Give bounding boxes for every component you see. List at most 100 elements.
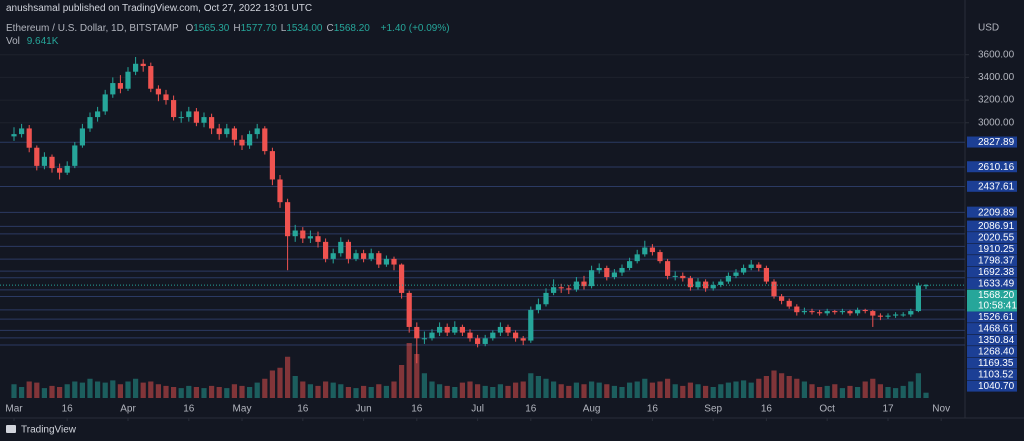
candle-body xyxy=(482,338,488,344)
candle-body xyxy=(429,332,435,339)
published-line: anushsamal published on TradingView.com,… xyxy=(6,3,316,14)
candle-body xyxy=(87,117,93,129)
volume-bar xyxy=(535,376,541,398)
volume-bar xyxy=(733,381,739,398)
volume-bar xyxy=(482,385,488,398)
candle-body xyxy=(26,128,32,148)
countdown: 10:58:41 xyxy=(978,301,1017,312)
candle-body xyxy=(414,326,420,339)
volume-bar xyxy=(619,387,625,398)
candle-body xyxy=(794,306,800,313)
candle-body xyxy=(57,168,63,173)
candle-body xyxy=(421,338,427,340)
candle-body xyxy=(915,285,921,312)
volume-bar xyxy=(133,378,139,398)
ohlc-value: 1565.30 xyxy=(193,23,230,34)
volume-bar xyxy=(292,376,298,398)
volume-bar xyxy=(589,381,595,398)
volume-bar xyxy=(513,382,519,398)
candle-body xyxy=(95,111,101,118)
candle-body xyxy=(809,311,815,313)
candle-body xyxy=(839,311,845,313)
ohlc: O1565.30 H1577.70 L1534.00 C1568.20 xyxy=(185,23,373,34)
volume-bar xyxy=(421,373,427,398)
x-tick-label: 16 xyxy=(761,404,773,415)
candle-body xyxy=(437,326,443,333)
y-tick-label: 3400.00 xyxy=(978,72,1015,83)
volume-bar xyxy=(399,365,405,398)
candle-body xyxy=(893,314,899,316)
candle-body xyxy=(877,315,883,317)
volume-bar xyxy=(581,384,587,398)
y-tick-label: 3600.00 xyxy=(978,49,1015,60)
candle-body xyxy=(779,296,785,301)
level-box xyxy=(967,323,1017,335)
volume-bar xyxy=(452,387,458,398)
level-box xyxy=(967,334,1017,346)
candle-body xyxy=(551,287,557,293)
ohlc-key: O xyxy=(185,23,194,34)
candle-body xyxy=(558,287,564,289)
volume-bar xyxy=(285,356,291,398)
footer-logo: TradingView xyxy=(6,425,77,436)
volume-bar xyxy=(64,384,70,398)
volume-bar xyxy=(710,387,716,398)
volume-bar xyxy=(672,384,678,398)
volume-bar xyxy=(687,382,693,398)
candle-body xyxy=(855,309,861,314)
ohlc-value: 1568.20 xyxy=(333,23,370,34)
level-box xyxy=(967,311,1017,323)
candle-body xyxy=(695,281,701,288)
candle-body xyxy=(908,311,914,315)
candle-body xyxy=(672,275,678,277)
x-tick-label: 16 xyxy=(183,404,195,415)
volume-bar xyxy=(642,378,648,398)
volume-bar xyxy=(338,384,344,398)
y-tick-label: 3200.00 xyxy=(978,95,1015,106)
last-price-label: 1568.20 xyxy=(978,290,1015,301)
level-box xyxy=(967,255,1017,267)
candle-body xyxy=(490,332,496,339)
candle-body xyxy=(102,94,108,112)
volume-value: 9.641K xyxy=(26,36,59,47)
volume-bar xyxy=(611,385,617,398)
candle-body xyxy=(756,264,762,268)
candle-body xyxy=(687,278,693,288)
candle-body xyxy=(300,230,306,239)
candle-body xyxy=(209,117,215,129)
volume-bar xyxy=(847,385,853,398)
candle-body xyxy=(520,338,526,341)
x-tick-label: Nov xyxy=(932,404,950,415)
candle-body xyxy=(528,309,534,341)
candle-body xyxy=(163,94,169,101)
candle-body xyxy=(748,264,754,268)
volume-bar xyxy=(832,384,838,398)
volume-bar xyxy=(391,381,397,398)
level-box xyxy=(967,136,1017,148)
volume-bar xyxy=(254,382,260,398)
volume-bar xyxy=(277,367,283,398)
candle-body xyxy=(41,156,47,166)
candle-body xyxy=(376,253,382,265)
last-price-box xyxy=(967,289,1017,312)
volume-bar xyxy=(725,382,731,398)
candle-body xyxy=(391,258,397,265)
volume-bar xyxy=(155,384,161,398)
candle-body xyxy=(566,288,572,290)
candle-body xyxy=(634,254,640,262)
volume-bar xyxy=(262,378,268,398)
volume-bar xyxy=(239,385,245,398)
candle-body xyxy=(117,83,123,89)
x-tick-label: Jul xyxy=(471,404,484,415)
candle-body xyxy=(543,292,549,305)
candle-body xyxy=(254,128,260,135)
level-label: 2827.89 xyxy=(978,137,1015,148)
volume-bar xyxy=(247,387,253,398)
volume-bar xyxy=(110,380,116,398)
candle-body xyxy=(680,275,686,279)
volume-bar xyxy=(87,378,93,398)
volume-bar xyxy=(543,378,549,398)
candle-body xyxy=(277,179,283,203)
level-label: 1910.25 xyxy=(978,244,1015,255)
